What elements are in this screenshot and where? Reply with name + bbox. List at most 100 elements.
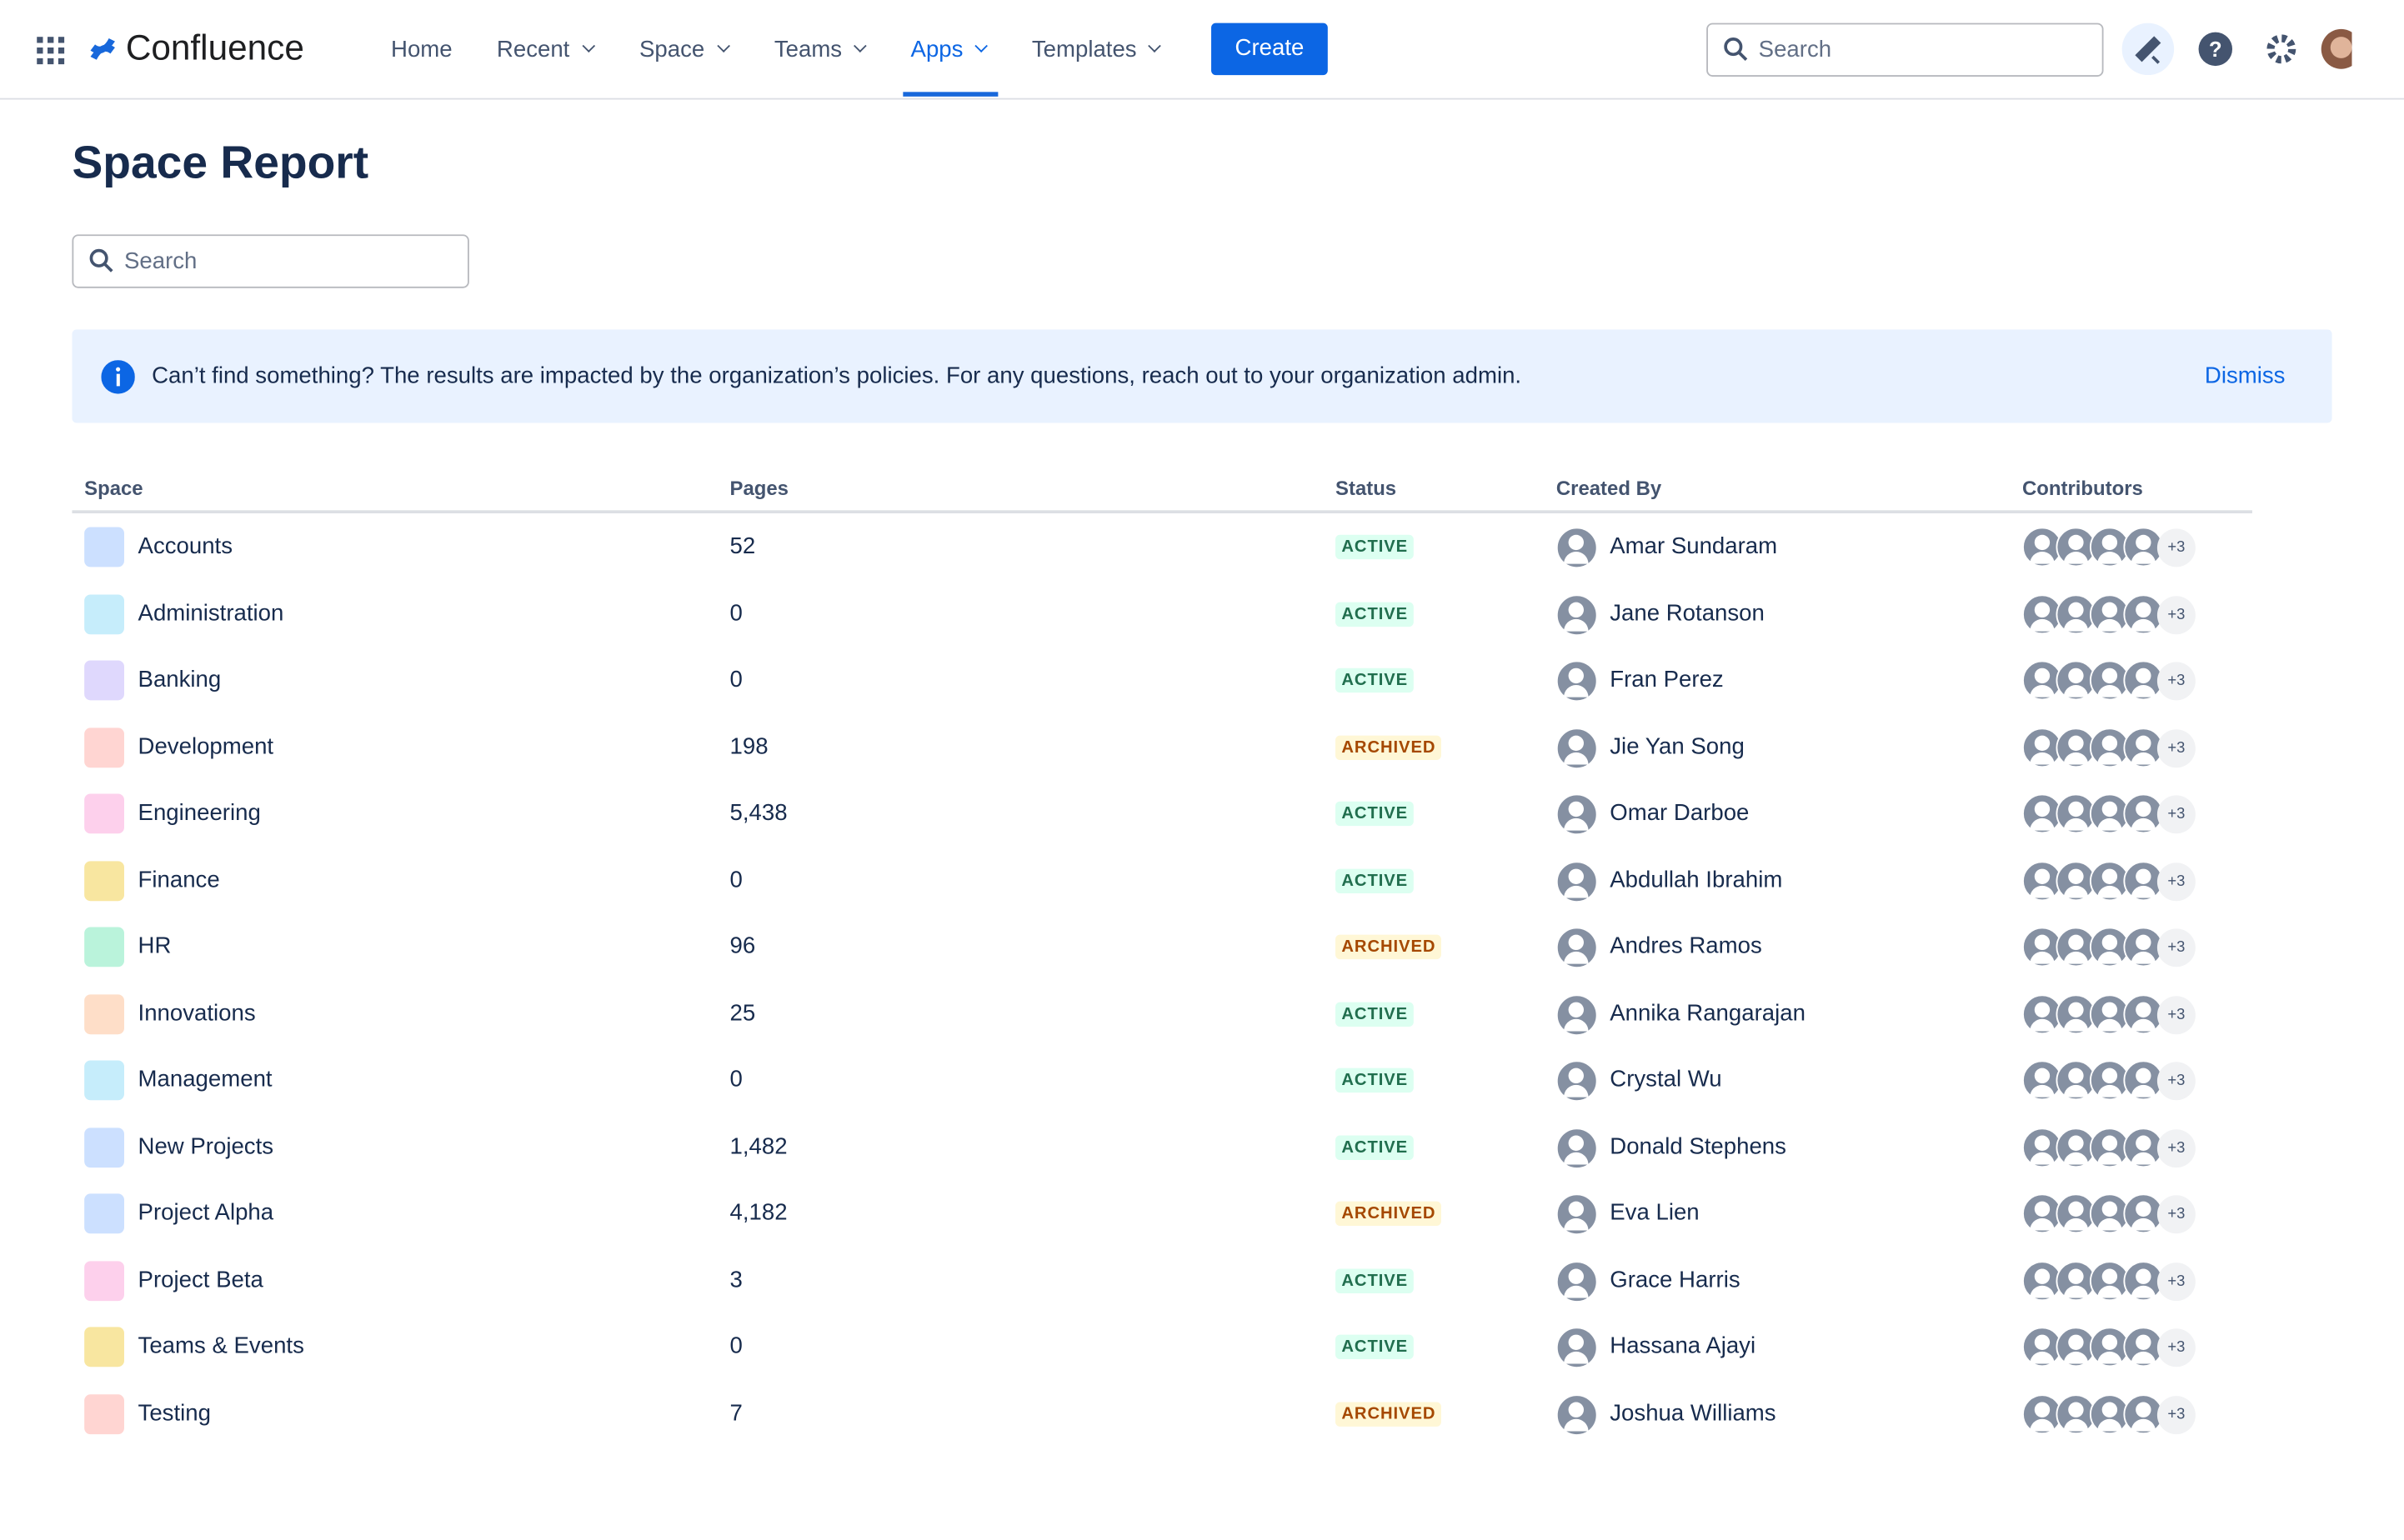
dismiss-link[interactable]: Dismiss (2204, 362, 2286, 390)
status-lozenge: ACTIVE (1335, 801, 1415, 827)
status-lozenge: ACTIVE (1335, 1001, 1415, 1027)
contributor-avatar (2123, 593, 2164, 634)
contributor-avatar (2022, 1260, 2062, 1301)
page-title: Space Report (72, 138, 369, 189)
creator-name: Omar Darboe (1610, 799, 1750, 827)
contributor-avatar (2089, 1193, 2130, 1234)
space-icon (84, 860, 124, 901)
space-name[interactable]: Testing (138, 1399, 211, 1427)
nav-item[interactable]: Home (391, 37, 453, 63)
create-button[interactable]: Create (1211, 22, 1328, 76)
space-name[interactable]: Accounts (138, 532, 233, 560)
space-icon (84, 793, 124, 834)
contributor-avatar (2089, 1260, 2130, 1301)
status-lozenge: ARCHIVED (1335, 934, 1442, 960)
contributor-avatar (2022, 1193, 2062, 1234)
header-rule (72, 510, 2252, 513)
column-header: Space (84, 476, 143, 500)
space-name[interactable]: Innovations (138, 999, 256, 1027)
status-lozenge: ACTIVE (1335, 868, 1415, 893)
space-icon (84, 1193, 124, 1234)
contributor-avatar (2123, 1260, 2164, 1301)
creator-name: Jie Yan Song (1610, 732, 1745, 760)
contributor-avatar (2022, 927, 2062, 968)
space-name[interactable]: Project Beta (138, 1266, 263, 1293)
contributor-avatar (2056, 793, 2096, 834)
nav-item[interactable]: Space (639, 37, 730, 62)
creator-avatar (1555, 660, 1598, 702)
creator-name: Abdullah Ibrahim (1610, 866, 1783, 893)
creator-avatar (1555, 927, 1598, 969)
contributor-avatar (2022, 1060, 2062, 1101)
creator-name: Andres Ramos (1610, 932, 1762, 960)
nav-icons[interactable]: ? (2121, 22, 2352, 76)
creator-name: Fran Perez (1610, 666, 1724, 693)
contributor-avatar (2123, 793, 2164, 834)
nav-item[interactable]: Recent (497, 37, 595, 62)
space-name[interactable]: Teams & Events (138, 1332, 304, 1360)
nav-item[interactable]: Apps (911, 37, 989, 62)
info-banner (72, 329, 2332, 423)
contributor-avatar (2123, 1060, 2164, 1101)
space-name[interactable]: Banking (138, 666, 222, 693)
creator-name: Donald Stephens (1610, 1132, 1786, 1160)
creator-name: Grace Harris (1610, 1266, 1740, 1293)
search-placeholder: Search (1758, 37, 1832, 63)
contributor-overflow: +3 (2156, 928, 2196, 968)
creator-name: Hassana Ajayi (1610, 1332, 1756, 1360)
contributor-avatar (2056, 527, 2096, 568)
column-header: Created By (1555, 476, 1662, 500)
space-name[interactable]: Engineering (138, 799, 261, 827)
space-name[interactable]: Development (138, 732, 274, 760)
creator-avatar (1555, 860, 1598, 902)
page-count: 7 (729, 1399, 743, 1427)
report-search[interactable] (72, 234, 469, 288)
column-header: Pages (729, 476, 789, 500)
creator-name: Joshua Williams (1610, 1399, 1776, 1427)
contributor-avatar (2056, 993, 2096, 1034)
contributor-avatar (2056, 660, 2096, 701)
creator-avatar (1555, 527, 1598, 569)
contributor-avatar (2056, 927, 2096, 968)
creator-name: Annika Rangarajan (1610, 999, 1806, 1027)
info-icon (101, 360, 135, 394)
contributor-avatar (2056, 1193, 2096, 1234)
column-header: Contributors (2022, 476, 2143, 500)
contributor-avatar (2022, 860, 2062, 901)
contributor-avatar (2089, 1060, 2130, 1101)
space-icon (84, 1060, 124, 1101)
contributor-overflow: +3 (2156, 995, 2196, 1034)
space-name[interactable]: Finance (138, 866, 220, 893)
space-name[interactable]: New Projects (138, 1132, 274, 1160)
space-icon (84, 660, 124, 701)
space-name[interactable]: Project Alpha (138, 1199, 274, 1227)
page-count: 52 (729, 532, 756, 560)
app-switcher[interactable] (37, 37, 65, 65)
space-name[interactable]: Administration (138, 599, 284, 627)
banner-text: Can’t find something? The results are im… (152, 362, 1522, 390)
contributor-overflow: +3 (2156, 1062, 2196, 1101)
page-count: 96 (729, 932, 756, 960)
contributor-avatar (2123, 1193, 2164, 1234)
contributor-avatar (2089, 1393, 2130, 1434)
nav-item[interactable]: Teams (774, 37, 867, 62)
column-header: Status (1335, 476, 1397, 500)
contributor-avatar (2123, 1327, 2164, 1368)
creator-avatar (1555, 1127, 1598, 1169)
global-search[interactable] (1706, 22, 2104, 77)
creator-avatar (1555, 727, 1598, 769)
nav-item[interactable]: Templates (1032, 37, 1162, 62)
contributor-avatar (2123, 660, 2164, 701)
space-name[interactable]: HR (138, 932, 172, 960)
contributor-avatar (2056, 1060, 2096, 1101)
svg-text:?: ? (2209, 38, 2222, 62)
contributor-overflow: +3 (2156, 1395, 2196, 1434)
page-count: 0 (729, 1332, 743, 1360)
contributor-overflow: +3 (2156, 795, 2196, 834)
contributor-avatar (2022, 1127, 2062, 1168)
contributor-avatar (2056, 1327, 2096, 1368)
space-icon (84, 593, 124, 634)
space-name[interactable]: Management (138, 1066, 273, 1093)
status-lozenge: ACTIVE (1335, 1068, 1415, 1093)
product-name[interactable]: Confluence (125, 28, 304, 68)
